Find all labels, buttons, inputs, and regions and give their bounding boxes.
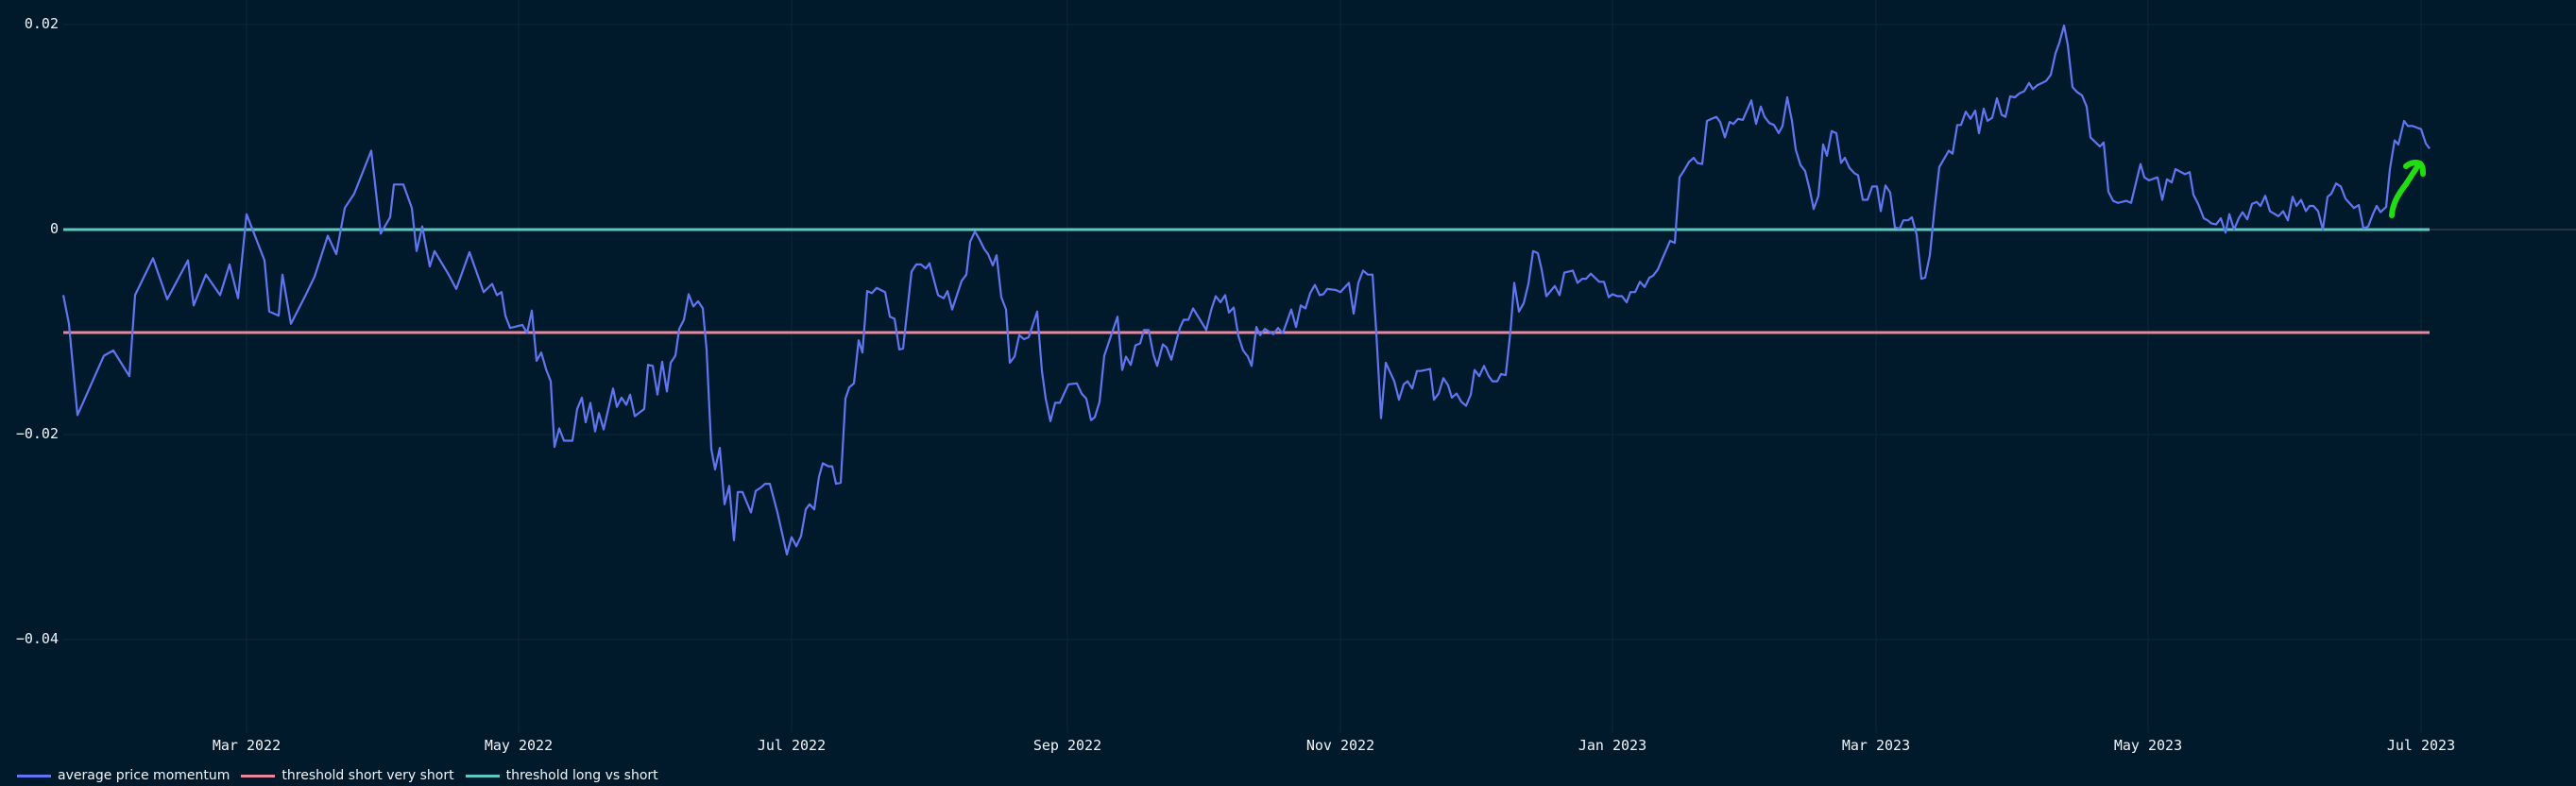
legend-label: threshold short very short bbox=[281, 768, 454, 783]
x-tick-label: Jul 2023 bbox=[2386, 737, 2456, 754]
x-tick-label: Sep 2022 bbox=[1032, 737, 1102, 754]
grid-lines bbox=[63, 0, 2576, 732]
legend-swatch-momentum bbox=[17, 774, 51, 777]
legend-label: threshold long vs short bbox=[505, 768, 658, 783]
x-tick-label: Jul 2022 bbox=[757, 737, 827, 754]
legend-swatch-threshold-long bbox=[465, 774, 500, 777]
legend-label: average price momentum bbox=[58, 768, 230, 783]
legend: average price momentum threshold short v… bbox=[17, 768, 670, 783]
legend-item-threshold-short-very-short[interactable]: threshold short very short bbox=[241, 768, 454, 783]
y-tick-label: −0.02 bbox=[15, 425, 59, 442]
average-price-momentum-line[interactable] bbox=[61, 25, 2431, 556]
x-tick-label: May 2022 bbox=[484, 737, 554, 754]
x-tick-label: Mar 2022 bbox=[212, 737, 281, 754]
legend-item-average-price-momentum[interactable]: average price momentum bbox=[17, 768, 230, 783]
y-tick-label: 0.02 bbox=[24, 15, 59, 32]
x-tick-label: May 2023 bbox=[2113, 737, 2183, 754]
x-tick-label: Mar 2023 bbox=[1841, 737, 1911, 754]
hand-drawn-arrow-annotation bbox=[2389, 160, 2426, 218]
legend-item-threshold-long-vs-short[interactable]: threshold long vs short bbox=[465, 768, 658, 783]
y-tick-label: 0 bbox=[49, 220, 59, 237]
x-tick-label: Nov 2022 bbox=[1305, 737, 1375, 754]
legend-swatch-threshold-short bbox=[241, 774, 276, 777]
x-tick-label: Jan 2023 bbox=[1578, 737, 1647, 754]
y-tick-label: −0.04 bbox=[15, 630, 59, 647]
